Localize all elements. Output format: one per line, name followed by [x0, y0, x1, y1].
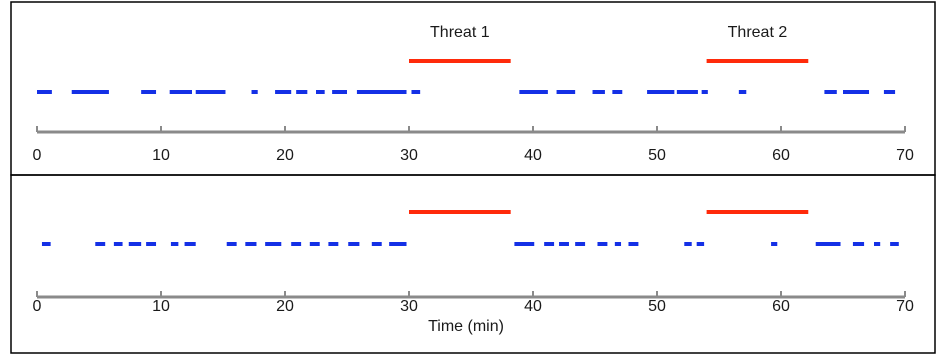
x-tick-label: 20: [276, 298, 294, 315]
x-tick-label: 60: [772, 147, 790, 164]
threat-label: Threat 1: [430, 24, 490, 41]
x-tick-label: 50: [648, 298, 666, 315]
x-tick-label: 20: [276, 147, 294, 164]
x-tick-label: 30: [400, 298, 418, 315]
bottom-panel-frame: [10, 174, 936, 354]
x-tick-label: 10: [152, 147, 170, 164]
x-tick-label: 50: [648, 147, 666, 164]
top-panel: 0 10 20 30 40 50 60 70 Threat 1 Threat 2: [10, 1, 936, 176]
x-tick-label: 40: [524, 298, 542, 315]
x-tick-label: 10: [152, 298, 170, 315]
threat-label: Threat 2: [728, 24, 788, 41]
x-tick-label: 0: [33, 298, 42, 315]
x-tick-label: 70: [896, 298, 914, 315]
x-tick-label: 30: [400, 147, 418, 164]
x-tick-label: 0: [33, 147, 42, 164]
bottom-panel: 0 10 20 30 40 50 60 70 Time (min): [10, 174, 936, 354]
x-tick-label: 60: [772, 298, 790, 315]
x-tick-label: 40: [524, 147, 542, 164]
x-axis-title: Time (min): [428, 318, 504, 335]
x-tick-label: 70: [896, 147, 914, 164]
